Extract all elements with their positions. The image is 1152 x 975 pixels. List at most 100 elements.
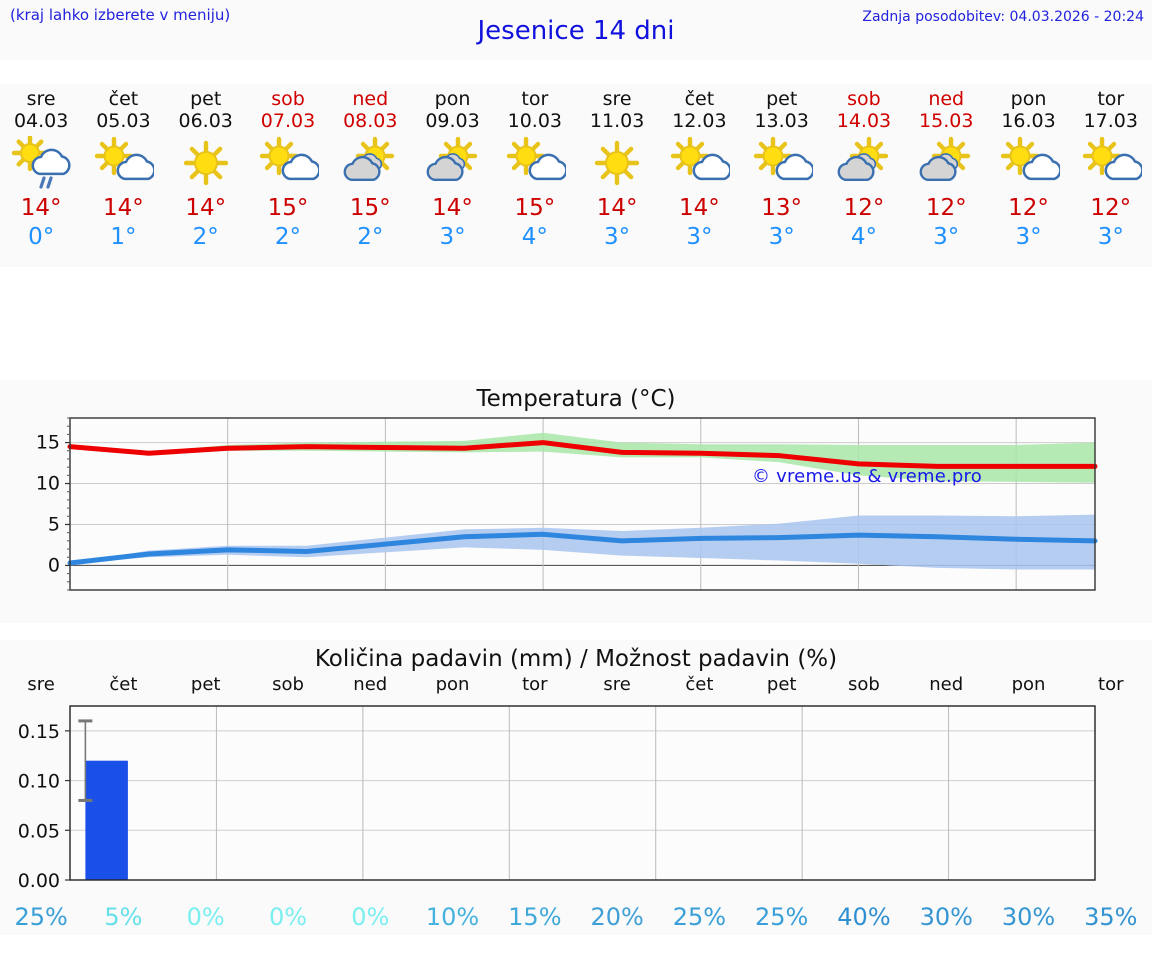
day-cell[interactable]: čet 05.03 14° 1°	[82, 84, 164, 267]
svg-text:5: 5	[48, 513, 60, 535]
svg-text:0.05: 0.05	[18, 820, 60, 842]
precipitation-day-label: čet	[685, 674, 714, 695]
day-name: sre	[602, 88, 632, 110]
precipitation-probability: 25%	[672, 903, 727, 931]
day-date: 17.03	[1083, 110, 1138, 132]
day-cell[interactable]: ned 08.03 15° 2°	[329, 84, 411, 267]
day-high-temp: 14°	[20, 195, 62, 221]
sun-cloud-icon	[1070, 135, 1152, 191]
day-low-temp: 2°	[357, 224, 384, 250]
day-cell[interactable]: sre 04.03 14° 0°	[0, 84, 82, 267]
day-high-temp: 13°	[761, 195, 803, 221]
sun-cloud-icon	[82, 135, 164, 191]
svg-text:10: 10	[36, 473, 60, 495]
day-name: tor	[1097, 88, 1125, 110]
day-date: 05.03	[96, 110, 151, 132]
day-name: ned	[928, 88, 965, 110]
precipitation-probability: 20%	[590, 903, 644, 931]
day-low-temp: 4°	[521, 224, 548, 250]
day-date: 09.03	[425, 110, 480, 132]
temperature-chart-title: Temperatura (°C)	[476, 386, 676, 412]
day-high-temp: 15°	[349, 195, 391, 221]
sun-icon	[165, 135, 247, 191]
svg-text:0.10: 0.10	[18, 771, 60, 793]
day-high-temp: 14°	[103, 195, 144, 221]
sun-cloud-rain-icon	[0, 135, 82, 191]
svg-text:15: 15	[36, 432, 60, 454]
day-date: 08.03	[343, 110, 398, 132]
day-name: čet	[684, 88, 715, 110]
day-high-temp: 12°	[1090, 195, 1132, 221]
precipitation-chart-title: Količina padavin (mm) / Možnost padavin …	[314, 646, 838, 672]
day-date: 10.03	[507, 110, 563, 132]
day-name: sre	[26, 88, 56, 110]
temperature-chart: 0 5 10 15	[36, 417, 1098, 591]
svg-text:0: 0	[48, 554, 60, 576]
sun-icon	[576, 135, 658, 191]
day-date: 16.03	[1001, 110, 1056, 132]
svg-text:0.15: 0.15	[18, 721, 60, 743]
day-low-temp: 3°	[604, 224, 631, 250]
sun-cloud-icon	[987, 135, 1069, 191]
footer-spacer	[0, 935, 1152, 975]
day-cell[interactable]: sre 11.03 14° 3°	[576, 84, 658, 267]
precipitation-day-label: sob	[272, 674, 304, 695]
day-name: pet	[190, 88, 222, 110]
day-cell[interactable]: tor 10.03 15° 4°	[494, 84, 576, 267]
day-cell[interactable]: sob 07.03 15° 2°	[247, 84, 329, 267]
day-cell[interactable]: čet 12.03 14° 3°	[658, 84, 740, 267]
precipitation-day-label: čet	[109, 674, 138, 695]
precipitation-day-label: tor	[522, 674, 548, 695]
day-high-temp: 14°	[432, 195, 473, 221]
day-name: ned	[352, 88, 389, 110]
svg-text:0.00: 0.00	[18, 870, 60, 892]
day-high-temp: 14°	[185, 195, 227, 221]
day-name: tor	[521, 88, 549, 110]
day-low-temp: 2°	[192, 224, 219, 250]
precipitation-probability: 25%	[755, 903, 809, 931]
daily-forecast-strip: sre 04.03 14° 0° čet 05.03 14° 1° pet 06.03 14° 2…	[0, 84, 1152, 267]
precipitation-probability: 0%	[186, 903, 225, 931]
precipitation-panel: Količina padavin (mm) / Možnost padavin …	[0, 640, 1152, 935]
precipitation-day-label: ned	[353, 674, 388, 695]
day-cell[interactable]: pon 09.03 14° 3°	[411, 84, 493, 267]
day-cell[interactable]: tor 17.03 12° 3°	[1070, 84, 1152, 267]
cloud-sun-icon	[329, 135, 411, 191]
copyright-watermark: © vreme.us & vreme.pro	[752, 466, 982, 487]
day-name: sob	[271, 88, 305, 110]
day-low-temp: 3°	[1097, 224, 1124, 250]
precipitation-day-label: pet	[190, 674, 221, 695]
day-low-temp: 3°	[768, 224, 795, 250]
day-name: pon	[434, 88, 471, 110]
day-cell[interactable]: ned 15.03 12° 3°	[905, 84, 987, 267]
sun-cloud-icon	[494, 135, 576, 191]
precipitation-probability: 40%	[837, 903, 891, 931]
cloud-sun-icon	[905, 135, 987, 191]
day-date: 04.03	[13, 110, 69, 132]
day-date: 14.03	[836, 110, 892, 132]
day-name: pet	[766, 88, 798, 110]
precipitation-probability: 10%	[425, 903, 480, 931]
day-low-temp: 2°	[274, 224, 302, 250]
day-cell[interactable]: sob 14.03 12° 4°	[823, 84, 905, 267]
day-high-temp: 15°	[267, 195, 309, 221]
precipitation-probability: 5%	[104, 903, 143, 931]
day-cell[interactable]: pet 13.03 13° 3°	[741, 84, 823, 267]
day-high-temp: 12°	[1008, 195, 1049, 221]
precipitation-probability: 0%	[268, 903, 308, 931]
day-date: 12.03	[672, 110, 727, 132]
day-name: sob	[847, 88, 881, 110]
day-high-temp: 12°	[925, 195, 967, 221]
precipitation-day-label: tor	[1098, 674, 1124, 695]
sun-cloud-icon	[658, 135, 740, 191]
sun-cloud-icon	[741, 135, 823, 191]
day-cell[interactable]: pet 06.03 14° 2°	[165, 84, 247, 267]
day-cell[interactable]: pon 16.03 12° 3°	[987, 84, 1069, 267]
day-name: pon	[1010, 88, 1047, 110]
day-low-temp: 0°	[28, 224, 55, 250]
page-title: Jesenice 14 dni	[477, 16, 675, 46]
day-low-temp: 3°	[686, 224, 713, 250]
precipitation-probability: 0%	[351, 903, 390, 931]
precipitation-day-label: sob	[848, 674, 880, 695]
